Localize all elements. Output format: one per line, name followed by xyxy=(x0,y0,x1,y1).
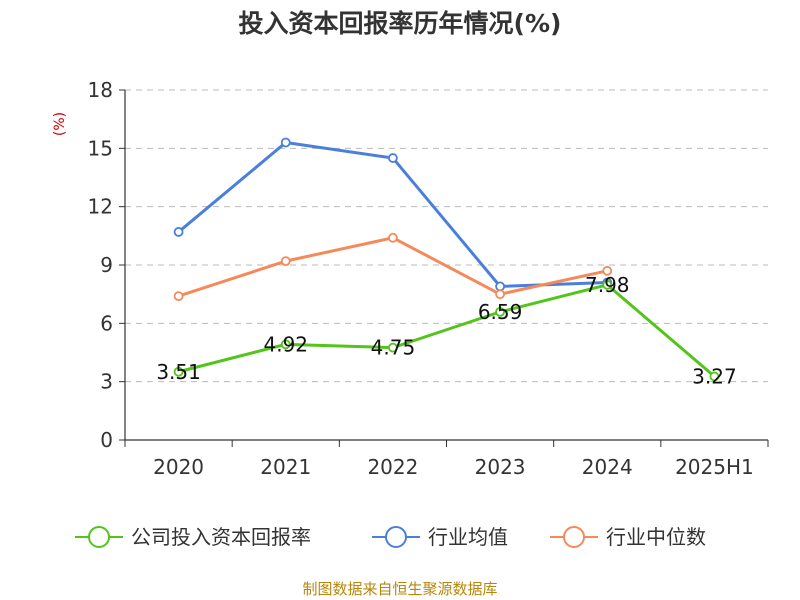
y-tick-label: 15 xyxy=(88,136,113,160)
series-0 xyxy=(173,279,720,382)
x-tick-label: 2022 xyxy=(367,455,418,479)
data-point xyxy=(388,153,398,163)
legend: 公司投入资本回报率 行业均值 行业中位数 xyxy=(75,525,706,549)
data-label: 7.98 xyxy=(585,273,630,297)
y-tick-label: 12 xyxy=(88,195,113,219)
data-point xyxy=(280,137,291,148)
data-label: 6.59 xyxy=(478,300,523,324)
data-point xyxy=(388,342,398,353)
x-tick-label: 2024 xyxy=(582,455,633,479)
data-point xyxy=(388,232,398,243)
legend-marker xyxy=(88,526,110,548)
legend-item-1: 行业均值 xyxy=(372,525,508,549)
data-point xyxy=(173,291,184,302)
data-label: 3.27 xyxy=(692,364,737,388)
y-tick-label: 9 xyxy=(100,253,113,277)
data-labels: 3.51 4.92 4.75 6.59 7.98 3.27 xyxy=(156,273,736,389)
data-point xyxy=(495,306,505,317)
data-point xyxy=(602,265,613,276)
legend-item-0: 公司投入资本回报率 xyxy=(75,525,311,549)
y-tick-label: 0 xyxy=(100,428,113,452)
data-label: 4.75 xyxy=(371,336,416,360)
legend-item-2: 行业中位数 xyxy=(550,525,706,549)
legend-marker xyxy=(385,526,407,548)
series-layer xyxy=(173,137,720,382)
data-point xyxy=(602,279,613,290)
data-point xyxy=(173,227,184,237)
x-tick-label: 2023 xyxy=(475,455,526,479)
legend-label: 公司投入资本回报率 xyxy=(131,525,311,549)
x-tick-label: 2020 xyxy=(153,455,204,479)
axes: 0 3 6 9 12 15 18 2020 2021 2022 2023 2024 2025H1 xyxy=(88,78,769,479)
series-line xyxy=(178,283,716,378)
data-label: 4.92 xyxy=(263,332,308,356)
source-note: 制图数据来自恒生聚源数据库 xyxy=(302,580,498,598)
y-tick-label: 6 xyxy=(100,311,113,335)
data-point xyxy=(495,289,505,300)
data-point xyxy=(280,256,291,267)
data-point xyxy=(173,366,184,377)
series-1 xyxy=(173,137,613,292)
legend-marker xyxy=(563,526,585,548)
y-tick-label: 18 xyxy=(88,78,113,102)
series-line xyxy=(178,236,608,298)
legend-label: 行业均值 xyxy=(428,525,508,549)
legend-label: 行业中位数 xyxy=(606,525,706,549)
x-tick-label: 2025H1 xyxy=(675,455,754,479)
data-point xyxy=(280,339,291,350)
data-point xyxy=(709,371,720,382)
y-tick-label: 3 xyxy=(100,370,113,394)
x-tick-label: 2021 xyxy=(260,455,311,479)
data-label: 3.51 xyxy=(156,360,201,384)
data-point xyxy=(495,281,505,292)
chart-title: 投入资本回报率历年情况(%) xyxy=(238,9,562,38)
series-2 xyxy=(173,232,613,302)
